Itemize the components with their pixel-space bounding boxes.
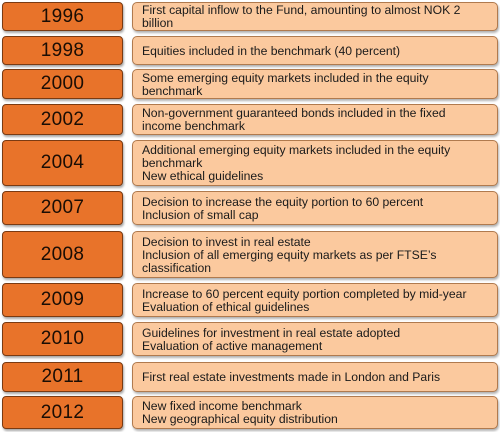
- event-line: Inclusion of small cap: [142, 207, 259, 222]
- event-line: Decision to invest in real estate: [142, 234, 311, 249]
- event-description: Guidelines for investment in real estate…: [132, 322, 498, 356]
- event-line: First capital inflow to the Fund, amount…: [142, 3, 461, 30]
- event-description: New fixed income benchmark New geographi…: [132, 396, 498, 429]
- event-description: First capital inflow to the Fund, amount…: [132, 2, 498, 31]
- timeline-row-2002: 2002 Non-government guaranteed bonds inc…: [0, 104, 500, 135]
- year-label: 2007: [2, 191, 123, 225]
- timeline-row-2004: 2004 Additional emerging equity markets …: [0, 140, 500, 186]
- year-label: 2002: [2, 104, 123, 135]
- year-label: 2008: [2, 231, 123, 278]
- event-description: Some emerging equity markets included in…: [132, 69, 498, 99]
- timeline-row-2008: 2008 Decision to invest in real estate I…: [0, 231, 500, 278]
- timeline-row-2007: 2007 Decision to increase the equity por…: [0, 191, 500, 225]
- timeline-row-2010: 2010 Guidelines for investment in real e…: [0, 322, 500, 356]
- timeline-row-2011: 2011 First real estate investments made …: [0, 362, 500, 392]
- event-line: Equities included in the benchmark (40 p…: [142, 43, 401, 58]
- timeline-row-2009: 2009 Increase to 60 percent equity porti…: [0, 283, 500, 317]
- event-line: First real estate investments made in Lo…: [142, 370, 441, 384]
- event-line: Evaluation of active management: [142, 338, 323, 353]
- event-line: Evaluation of ethical guidelines: [142, 299, 310, 314]
- year-label: 2012: [2, 396, 123, 429]
- year-label: 1998: [2, 36, 123, 65]
- timeline-row-2000: 2000 Some emerging equity markets includ…: [0, 69, 500, 99]
- event-description: Decision to increase the equity portion …: [132, 191, 498, 225]
- year-label: 2004: [2, 140, 123, 186]
- event-description: Non-government guaranteed bonds included…: [132, 104, 498, 135]
- year-label: 2011: [2, 362, 123, 392]
- event-line: Additional emerging equity markets inclu…: [142, 143, 451, 170]
- event-description: Equities included in the benchmark (40 p…: [132, 36, 498, 65]
- event-line: Increase to 60 percent equity portion co…: [142, 286, 467, 301]
- event-description: First real estate investments made in Lo…: [132, 362, 498, 392]
- event-description: Additional emerging equity markets inclu…: [132, 140, 498, 186]
- event-line: New geographical equity distribution: [142, 412, 338, 426]
- year-label: 2009: [2, 283, 123, 317]
- timeline-row-1996: 1996 First capital inflow to the Fund, a…: [0, 2, 500, 31]
- event-description: Increase to 60 percent equity portion co…: [132, 283, 498, 317]
- timeline-row-1998: 1998 Equities included in the benchmark …: [0, 36, 500, 65]
- event-line: New fixed income benchmark: [142, 399, 302, 413]
- event-line: Decision to increase the equity portion …: [142, 194, 424, 209]
- event-line: Some emerging equity markets included in…: [142, 70, 429, 98]
- event-line: Non-government guaranteed bonds included…: [142, 106, 446, 133]
- event-line: Inclusion of all emerging equity markets…: [142, 247, 437, 275]
- timeline-row-2012: 2012 New fixed income benchmark New geog…: [0, 396, 500, 429]
- event-line: New ethical guidelines: [142, 169, 264, 183]
- year-label: 1996: [2, 2, 123, 31]
- year-label: 2010: [2, 322, 123, 356]
- year-label: 2000: [2, 69, 123, 99]
- event-line: Guidelines for investment in real estate…: [142, 325, 401, 340]
- event-description: Decision to invest in real estate Inclus…: [132, 231, 498, 278]
